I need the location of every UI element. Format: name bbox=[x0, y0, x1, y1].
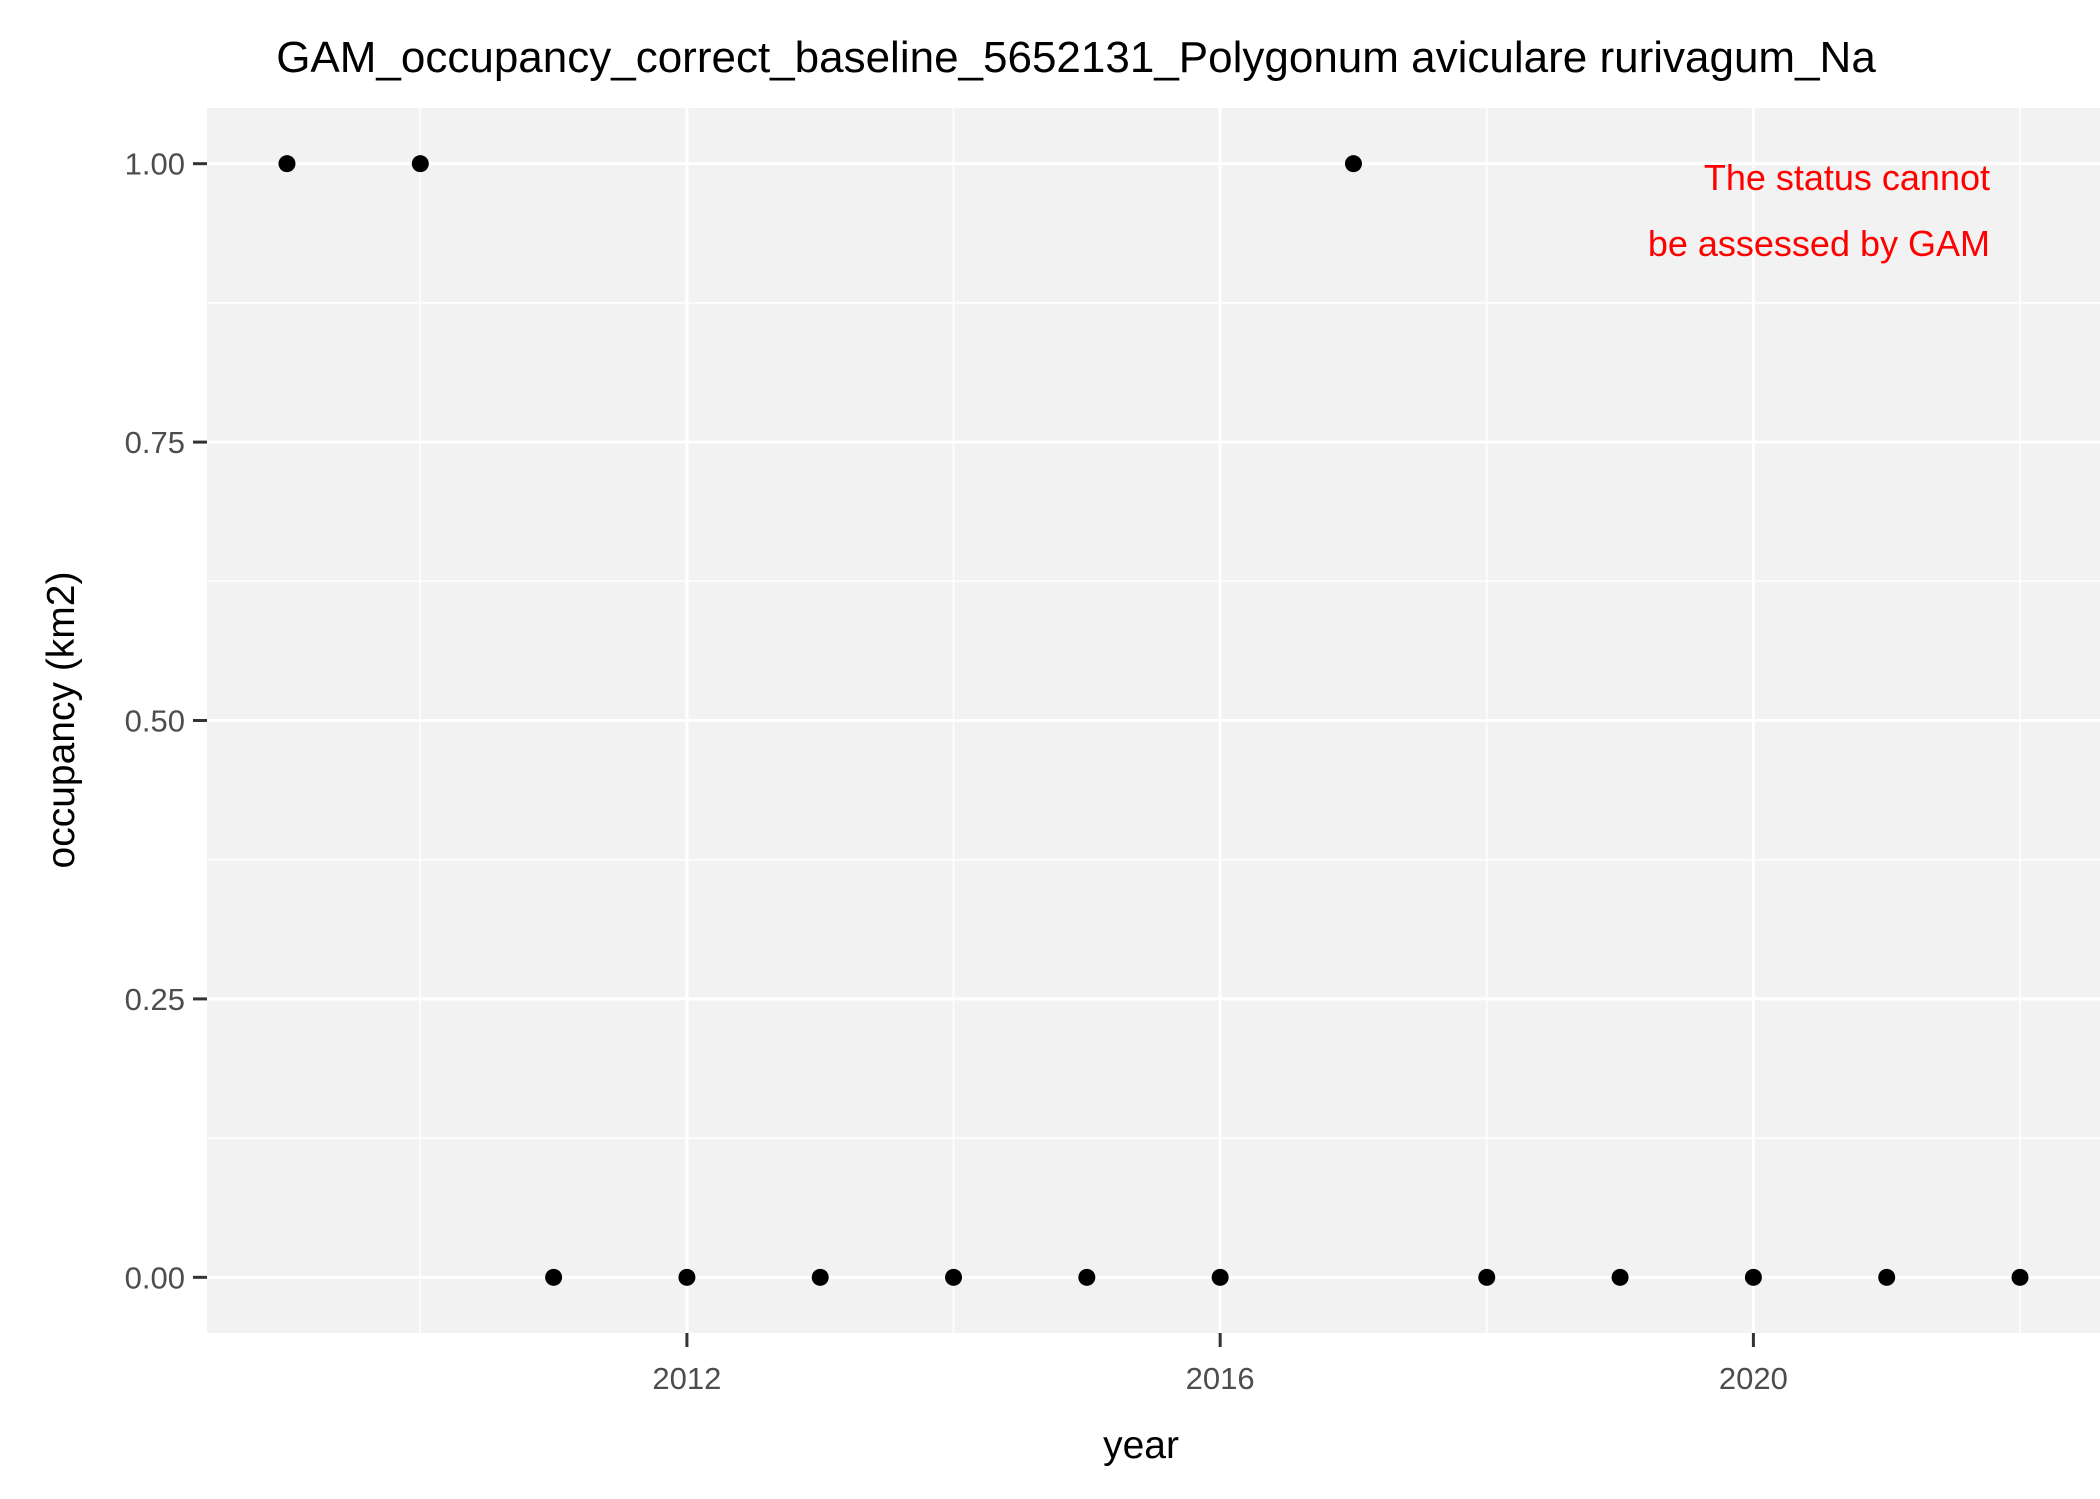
data-point bbox=[1211, 1268, 1229, 1286]
x-axis-label: year bbox=[1103, 1424, 1179, 1467]
data-point bbox=[1611, 1268, 1629, 1286]
data-point bbox=[278, 155, 296, 173]
data-point bbox=[678, 1268, 696, 1286]
data-point bbox=[545, 1268, 563, 1286]
y-axis: 0.00 0.25 0.50 0.75 1.00 bbox=[125, 147, 207, 1295]
x-tick-label: 2012 bbox=[652, 1361, 721, 1396]
major-gridlines bbox=[207, 108, 2100, 1333]
data-point bbox=[1878, 1268, 1896, 1286]
data-point bbox=[411, 155, 429, 173]
data-point bbox=[945, 1268, 963, 1286]
data-point bbox=[1078, 1268, 1096, 1286]
y-tick-label: 0.00 bbox=[125, 1260, 185, 1295]
data-point bbox=[2011, 1268, 2029, 1286]
annotation-line: The status cannot bbox=[1704, 157, 1990, 198]
x-axis: 2012 2016 2020 bbox=[652, 1333, 1788, 1396]
data-point bbox=[811, 1268, 829, 1286]
data-point bbox=[1478, 1268, 1496, 1286]
y-tick-label: 0.50 bbox=[125, 704, 185, 739]
y-tick-label: 1.00 bbox=[125, 147, 185, 182]
data-point bbox=[1344, 155, 1362, 173]
y-tick-label: 0.75 bbox=[125, 425, 185, 460]
x-tick-label: 2020 bbox=[1719, 1361, 1788, 1396]
y-tick-label: 0.25 bbox=[125, 982, 185, 1017]
chart-title: GAM_occupancy_correct_baseline_5652131_P… bbox=[276, 33, 1876, 82]
x-tick-label: 2016 bbox=[1186, 1361, 1255, 1396]
data-points bbox=[278, 155, 2029, 1286]
data-point bbox=[1744, 1268, 1762, 1286]
status-annotation: The status cannot be assessed by GAM bbox=[1648, 157, 1990, 264]
annotation-line: be assessed by GAM bbox=[1648, 223, 1990, 264]
y-axis-label: occupancy (km2) bbox=[40, 572, 83, 869]
